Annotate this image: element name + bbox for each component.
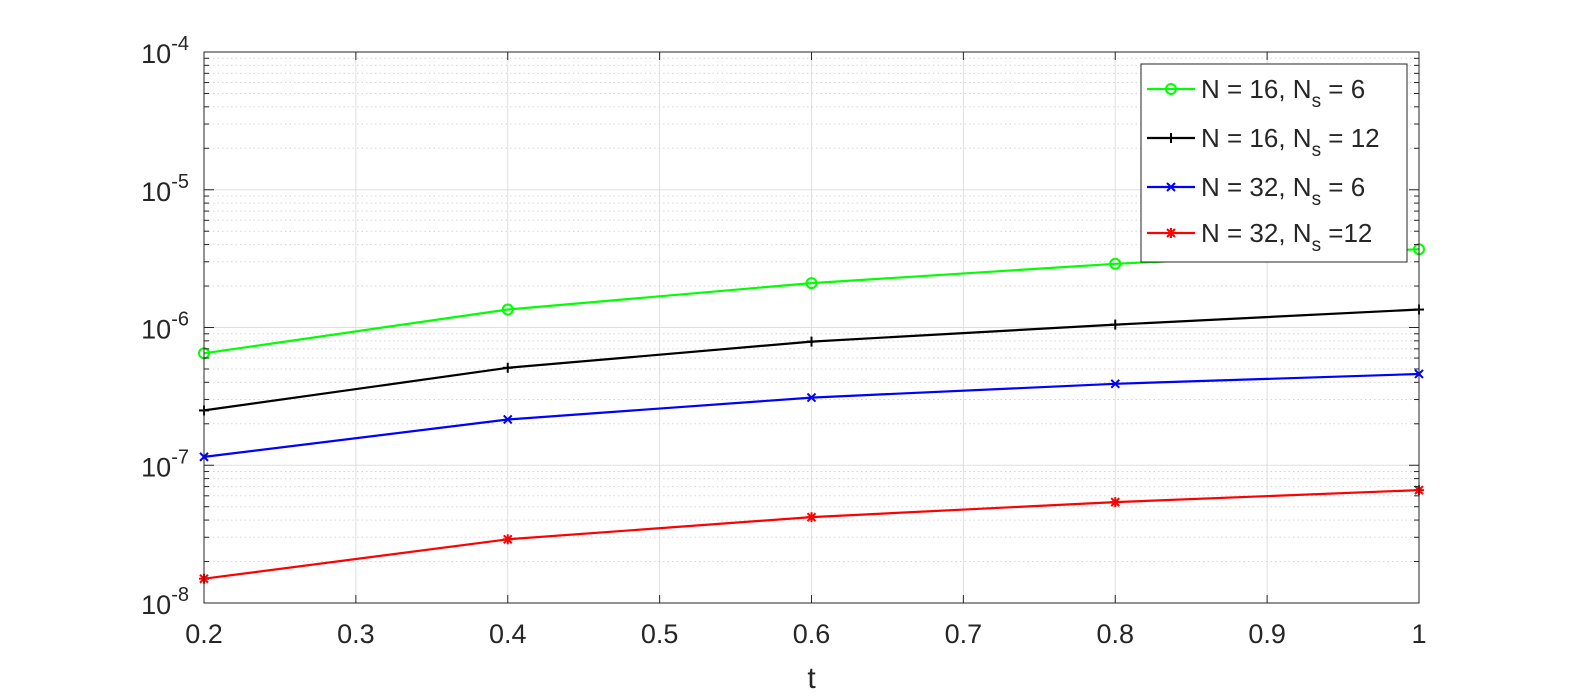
series-layer	[198, 243, 1425, 584]
ticks	[203, 51, 1420, 604]
legend-label: N = 32, Ns = 6	[1201, 172, 1365, 210]
data-point-x	[806, 392, 817, 403]
y-tick-label: 10-7	[141, 446, 189, 482]
data-point-circle	[1165, 83, 1177, 95]
legend-box	[1140, 63, 1408, 263]
x-tick-label: 0.5	[641, 619, 679, 649]
y-tick-label: 10-8	[141, 584, 189, 620]
data-point-plus	[1110, 319, 1121, 330]
x-tick-label: 0.7	[945, 619, 983, 649]
x-tick-label: 0.4	[489, 619, 527, 649]
data-point-x	[1110, 379, 1120, 389]
data-point-x	[1166, 182, 1176, 192]
y-tick-label: 10-5	[141, 171, 189, 207]
data-point-asterisk	[502, 534, 513, 545]
x-tick-label: 0.8	[1096, 619, 1134, 649]
legend-label: N = 32, Ns =12	[1201, 218, 1372, 256]
x-tick-label: 1	[1411, 619, 1426, 649]
y-tick-label: 10-6	[141, 309, 189, 345]
x-tick-label: 0.2	[185, 619, 223, 649]
data-point-x	[503, 414, 513, 425]
x-tick-label: 0.9	[1248, 619, 1286, 649]
x-tick-label: 0.3	[337, 619, 375, 649]
data-point-asterisk	[1110, 497, 1121, 508]
data-point-circle	[1109, 257, 1122, 270]
x-tick-labels: 0.2 0.3 0.4 0.5 0.6 0.7 0.8 0.9 1	[185, 619, 1426, 649]
x-axis-label: t	[807, 662, 816, 695]
data-point-plus	[1166, 133, 1176, 143]
data-point-circle	[501, 303, 514, 316]
data-point-plus	[502, 362, 513, 373]
y-tick-label: 10-4	[141, 33, 189, 69]
data-point-plus	[806, 336, 817, 347]
y-tick-labels: 10-4 10-5 10-6 10-7 10-8	[141, 33, 189, 620]
x-tick-label: 0.6	[793, 619, 831, 649]
data-point-circle	[805, 277, 818, 290]
legend: N = 16, Ns = 6 N = 16, Ns = 12 N = 32, Ns …	[1140, 63, 1408, 263]
legend-label: N = 16, Ns = 12	[1201, 123, 1380, 161]
data-point-asterisk	[806, 512, 817, 523]
legend-label: N = 16, Ns = 6	[1201, 74, 1365, 112]
data-point-asterisk	[1166, 228, 1176, 238]
